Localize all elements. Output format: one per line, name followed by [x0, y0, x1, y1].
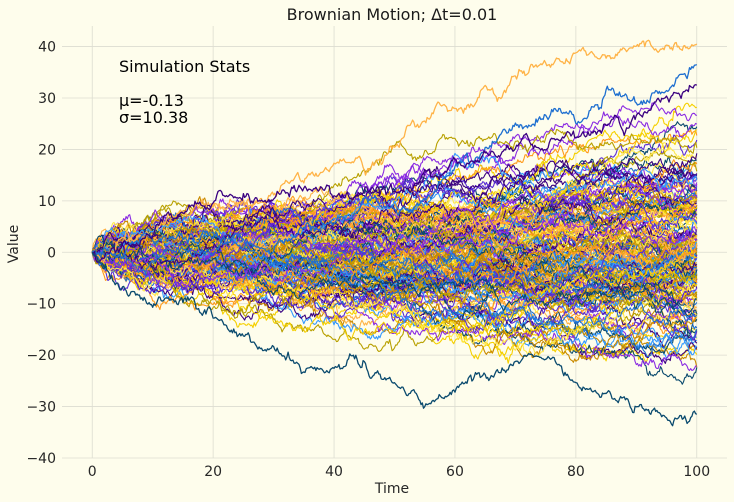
y-tick-label: 10: [38, 194, 56, 210]
y-tick-label: 30: [38, 91, 56, 107]
brownian-path: [92, 115, 698, 253]
brownian-path: [91, 249, 698, 334]
brownian-path: [91, 248, 698, 319]
brownian-path: [91, 84, 698, 264]
brownian-path: [91, 232, 698, 361]
series-paths: [91, 39, 698, 427]
x-tick-label: 20: [204, 464, 222, 480]
x-tick-label: 60: [446, 464, 464, 480]
chart-title: Brownian Motion; Δt=0.01: [287, 5, 498, 24]
brownian-path: [91, 250, 698, 357]
brownian-path: [91, 63, 698, 260]
brownian-path: [91, 39, 698, 264]
brownian-path: [92, 175, 698, 270]
x-tick-label: 80: [567, 464, 585, 480]
brownian-path: [91, 232, 698, 326]
stats-mean: μ=-0.13: [119, 91, 184, 110]
brownian-path: [91, 248, 697, 341]
y-axis-title: Value: [6, 225, 22, 263]
brownian-path: [92, 222, 698, 303]
brownian-path: [91, 219, 698, 315]
brownian-path: [91, 196, 698, 275]
x-tick-label: 0: [88, 464, 97, 480]
stats-annotation: Simulation Stats μ=-0.13 σ=10.38: [119, 57, 250, 127]
x-tick-label: 100: [683, 464, 710, 480]
brownian-path: [91, 180, 698, 292]
brownian-path: [91, 207, 698, 289]
y-tick-label: −30: [26, 400, 56, 416]
y-tick-label: 0: [47, 245, 56, 261]
y-tick-label: 40: [38, 40, 56, 56]
brownian-path: [91, 241, 698, 356]
x-tick-label: 40: [325, 464, 343, 480]
x-axis-title: Time: [374, 481, 409, 497]
axes: 0 20 40 60 80 100 −40 −30 −20 −10 0 10 20 30 40: [26, 40, 710, 480]
brownian-path: [91, 241, 698, 297]
brownian-path: [92, 167, 698, 258]
brownian-path: [91, 216, 697, 262]
stats-std: σ=10.38: [119, 108, 188, 127]
brownian-path: [91, 247, 698, 314]
y-tick-label: −10: [26, 297, 56, 313]
brownian-path: [91, 252, 698, 353]
y-tick-label: −40: [26, 451, 56, 467]
brownian-path: [91, 251, 698, 427]
stats-heading: Simulation Stats: [119, 57, 250, 76]
y-tick-label: −20: [26, 348, 56, 364]
brownian-path: [91, 241, 698, 368]
brownian-path: [91, 192, 698, 278]
y-tick-label: 20: [38, 142, 56, 158]
brownian-path: [91, 153, 698, 271]
